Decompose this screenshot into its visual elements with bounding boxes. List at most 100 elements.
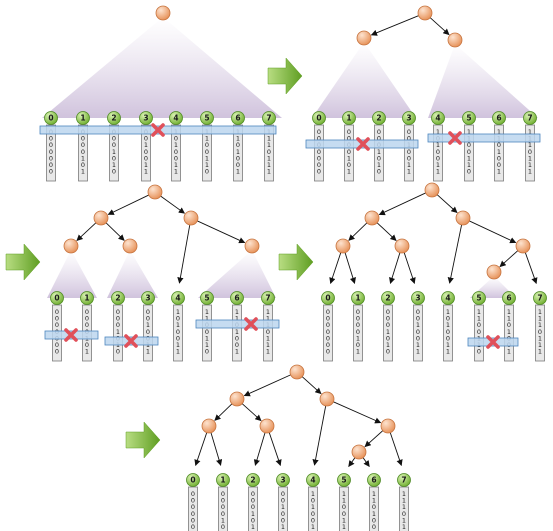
panel1-root-node bbox=[155, 5, 171, 21]
bit-4-4: 0 bbox=[174, 154, 178, 162]
leaf-node-2: 2 bbox=[372, 111, 386, 125]
leaf-node-5: 5 bbox=[462, 111, 476, 125]
bit-tape-7 bbox=[263, 304, 273, 362]
bit-2-0: 0 bbox=[386, 308, 390, 316]
leaf-node-6: 6 bbox=[492, 111, 506, 125]
bit-0-6: 0 bbox=[326, 348, 330, 356]
panel3-node-a bbox=[93, 210, 109, 226]
bit-5-4: 1 bbox=[342, 516, 346, 524]
leaf-label-4: 4 bbox=[173, 114, 178, 123]
transition-arrow-4 bbox=[125, 421, 161, 459]
leaf-node-4: 4 bbox=[171, 291, 185, 305]
bit-5-3: 0 bbox=[467, 148, 471, 156]
cone-layer bbox=[42, 17, 538, 298]
leaf-label-2: 2 bbox=[385, 294, 390, 303]
panel1-split-cross bbox=[151, 123, 165, 137]
bit-6-6: 1 bbox=[372, 530, 376, 531]
leaf-circle-1 bbox=[76, 111, 90, 125]
bit-5-4: 1 bbox=[205, 334, 209, 342]
bit-1-5: 0 bbox=[81, 161, 85, 169]
bit-2-6: 0 bbox=[377, 168, 381, 176]
leaf-node-0: 0 bbox=[50, 291, 64, 305]
bit-tape-5 bbox=[202, 124, 212, 182]
bit-0-5: 0 bbox=[49, 161, 53, 169]
panel4-edge-12 bbox=[524, 252, 538, 285]
bit-3-1: 0 bbox=[407, 135, 411, 143]
node-layer: 0 1 2 3 4 5 6 7 0 1 2 3 4 5 6 70 1 2 3 4 5 6 7 0 1 2 3 4 5 6 70 1 2 3 4 5 6 7 bbox=[44, 5, 547, 487]
bit-2-6: 0 bbox=[116, 348, 120, 356]
bit-4-2: 1 bbox=[436, 141, 440, 149]
panel3-cross-e-strokes bbox=[244, 317, 258, 331]
leaf-label-2: 2 bbox=[111, 114, 116, 123]
bit-2-2: 0 bbox=[116, 321, 120, 329]
bit-6-2: 0 bbox=[497, 141, 501, 149]
bit-0-4: 0 bbox=[326, 334, 330, 342]
leaf-node-1: 1 bbox=[216, 473, 230, 487]
bit-2-1: 0 bbox=[377, 135, 381, 143]
panel4-edge-10 bbox=[469, 220, 517, 244]
bit-2-2: 0 bbox=[386, 321, 390, 329]
bit-1-0: 0 bbox=[347, 128, 351, 136]
bit-6-2: 0 bbox=[236, 141, 240, 149]
bit-7-5: 1 bbox=[402, 523, 406, 531]
bit-tape-3 bbox=[278, 486, 288, 531]
leaf-circle-6 bbox=[230, 291, 244, 305]
bit-0-4: 0 bbox=[317, 154, 321, 162]
panel2-left-cone bbox=[312, 42, 416, 118]
panel3-root-node bbox=[147, 184, 163, 200]
bit-7-5: 1 bbox=[528, 161, 532, 169]
bit-6-3: 1 bbox=[235, 328, 239, 336]
panel5-edge-9 bbox=[312, 405, 327, 466]
bit-1-2: 0 bbox=[85, 321, 89, 329]
bit-0-3: 0 bbox=[49, 148, 53, 156]
leaf-node-1: 1 bbox=[351, 291, 365, 305]
panel3-edge-1 bbox=[107, 194, 149, 215]
panel5-edge-11 bbox=[364, 430, 384, 448]
bit-1-0: 0 bbox=[356, 308, 360, 316]
panel2-right-cross bbox=[448, 131, 462, 145]
bit-0-6: 0 bbox=[49, 168, 53, 176]
leaf-circle-6 bbox=[367, 473, 381, 487]
bit-0-0: 0 bbox=[191, 490, 195, 498]
bit-7-1: 1 bbox=[538, 315, 542, 323]
bit-6-5: 0 bbox=[236, 161, 240, 169]
leaf-circle-1 bbox=[216, 473, 230, 487]
bit-5-1: 1 bbox=[205, 315, 209, 323]
bit-1-1: 0 bbox=[81, 135, 85, 143]
leaf-label-0: 0 bbox=[325, 294, 330, 303]
bit-3-6: 1 bbox=[144, 168, 148, 176]
bit-1-1: 0 bbox=[221, 497, 225, 505]
leaf-circle-3 bbox=[276, 473, 290, 487]
bit-tape-4 bbox=[173, 304, 183, 362]
leaf-label-3: 3 bbox=[406, 114, 411, 123]
bit-7-2: 1 bbox=[538, 321, 542, 329]
bit-4-5: 1 bbox=[436, 161, 440, 169]
bit-3-1: 0 bbox=[144, 135, 148, 143]
bit-1-4: 1 bbox=[221, 516, 225, 524]
leaf-circle-2 bbox=[111, 291, 125, 305]
bit-5-0: 1 bbox=[342, 490, 346, 498]
panel4-edge-6 bbox=[344, 252, 356, 284]
leaf-circle-1 bbox=[342, 111, 356, 125]
panel3-edge-4 bbox=[105, 222, 125, 241]
leaf-node-7: 7 bbox=[262, 111, 276, 125]
bit-4-4: 0 bbox=[446, 334, 450, 342]
bit-3-3: 0 bbox=[144, 148, 148, 156]
bit-7-2: 1 bbox=[528, 141, 532, 149]
leaf-circle-5 bbox=[200, 291, 214, 305]
bit-tape-4 bbox=[171, 124, 181, 182]
leaf-label-1: 1 bbox=[355, 294, 360, 303]
